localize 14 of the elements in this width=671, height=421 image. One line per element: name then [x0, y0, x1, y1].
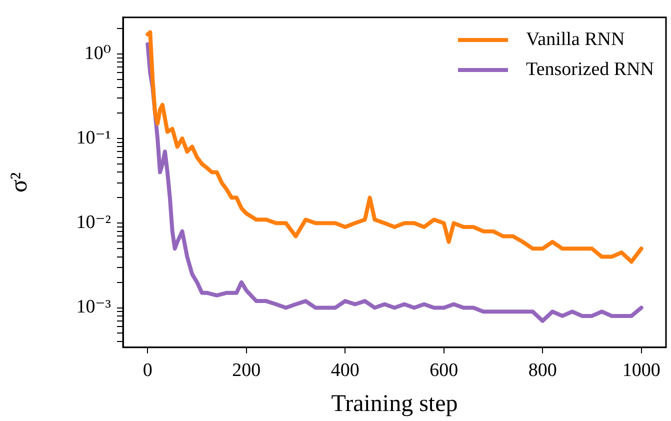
y-tick-label: 10⁻² — [76, 212, 112, 234]
y-tick-label: 10⁻¹ — [76, 128, 112, 149]
y-tick-label: 10⁰ — [84, 42, 112, 64]
x-tick-label: 200 — [232, 360, 261, 381]
legend-label: Tensorized RNN — [526, 58, 654, 82]
y-axis-title: σ² — [6, 172, 33, 192]
x-axis-title: Training step — [331, 390, 458, 417]
x-tick-label: 600 — [430, 360, 458, 381]
x-tick-label: 0 — [142, 360, 152, 381]
x-tick-label: 1000 — [622, 360, 660, 381]
x-tick-label: 400 — [330, 360, 360, 381]
x-tick-label: 800 — [528, 360, 557, 381]
legend-label: Vanilla RNN — [526, 28, 625, 52]
y-tick-label: 10⁻³ — [76, 296, 112, 318]
